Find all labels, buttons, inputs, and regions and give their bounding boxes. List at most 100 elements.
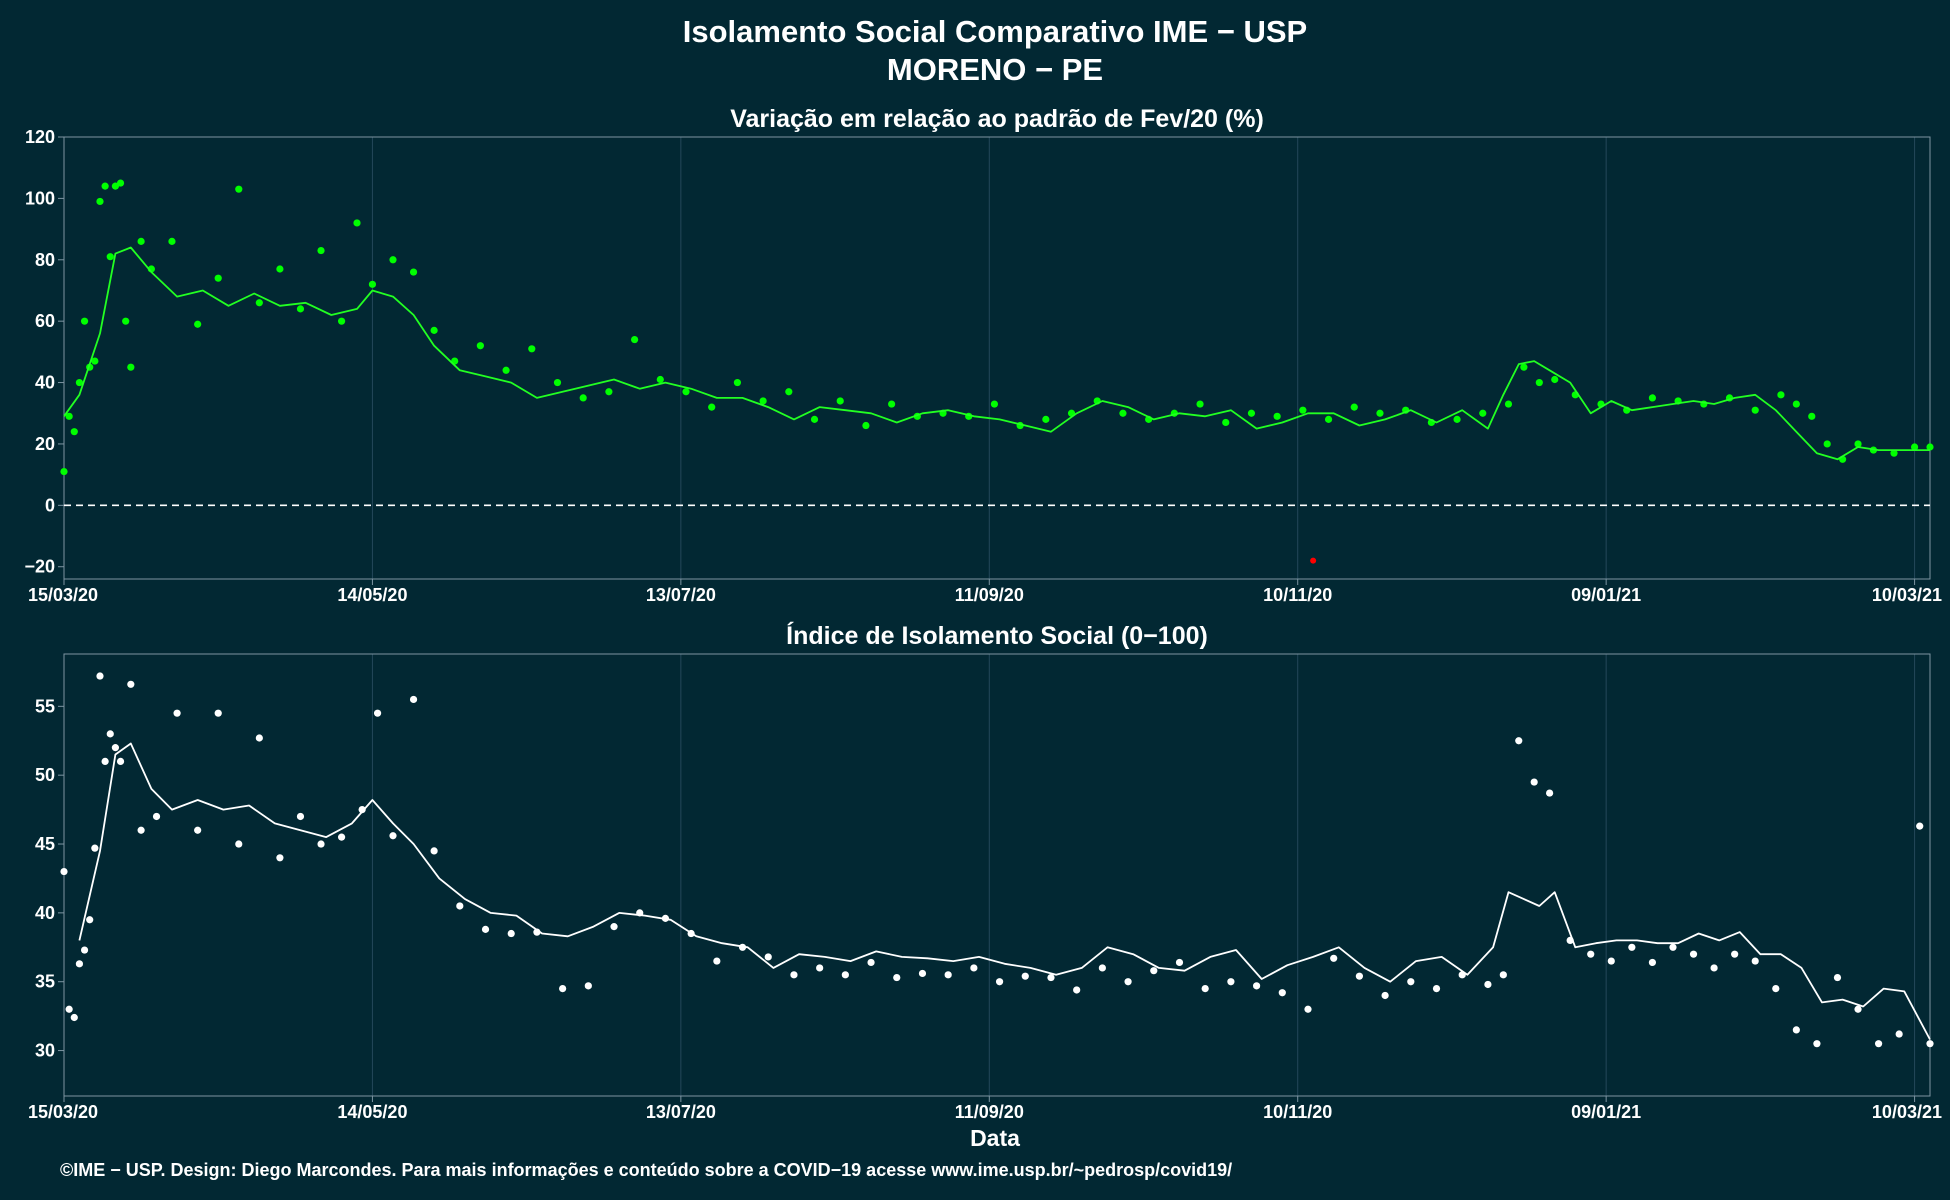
x-tick-label: 14/05/20 xyxy=(337,585,407,605)
data-point xyxy=(990,400,999,408)
data-point xyxy=(559,984,567,993)
data-point xyxy=(476,342,484,350)
x-tick-label: 10/11/20 xyxy=(1263,1102,1332,1122)
moving-average-line xyxy=(78,742,1931,1040)
data-point xyxy=(502,366,510,374)
data-point xyxy=(70,428,78,436)
data-point xyxy=(317,840,325,848)
data-point xyxy=(1731,950,1739,958)
data-point xyxy=(101,182,109,190)
data-point xyxy=(86,916,94,924)
plot-frame xyxy=(63,653,1931,1097)
data-point xyxy=(867,958,875,967)
panel-1: Variação em relação ao padrão de Fev/20 … xyxy=(24,105,1942,605)
data-point xyxy=(862,421,870,430)
data-point xyxy=(80,317,89,325)
data-point xyxy=(733,378,742,387)
data-point xyxy=(1777,391,1785,399)
x-tick-label: 13/07/20 xyxy=(646,1102,716,1122)
data-point xyxy=(430,847,438,855)
data-point xyxy=(106,253,114,261)
y-tick-label: 35 xyxy=(35,972,55,992)
data-point xyxy=(1648,394,1657,402)
x-tick-label: 13/07/20 xyxy=(646,585,716,605)
data-point xyxy=(1890,449,1898,457)
x-tick-label: 09/01/21 xyxy=(1571,1102,1641,1122)
data-point xyxy=(481,925,490,933)
data-point xyxy=(1175,958,1184,967)
data-point xyxy=(1299,406,1307,414)
data-point xyxy=(785,388,793,396)
data-point xyxy=(708,403,716,411)
y-tick-label: 50 xyxy=(35,765,55,785)
data-point xyxy=(1278,989,1286,997)
x-axis-label: Data xyxy=(970,1125,1020,1151)
data-point xyxy=(430,326,438,334)
x-tick-label: 10/11/20 xyxy=(1263,585,1332,605)
data-point xyxy=(918,969,927,978)
data-point xyxy=(944,971,952,979)
data-point xyxy=(194,320,202,328)
data-point xyxy=(1751,957,1759,965)
data-point xyxy=(1751,406,1759,414)
data-point xyxy=(810,415,819,423)
x-tick-label: 15/03/20 xyxy=(28,1102,98,1122)
panel-2: Índice de Isolamento Social (0−100) 15/03… xyxy=(28,621,1942,1122)
data-point xyxy=(630,335,639,344)
data-point xyxy=(389,256,397,264)
data-point xyxy=(317,246,325,255)
data-point xyxy=(584,982,592,990)
data-point xyxy=(1227,978,1235,986)
data-point xyxy=(127,363,135,371)
data-point xyxy=(816,964,824,972)
data-point xyxy=(1546,789,1554,797)
data-point xyxy=(127,680,135,688)
plot-frame xyxy=(63,136,1931,580)
data-point xyxy=(1926,443,1934,451)
data-point xyxy=(1813,1040,1821,1048)
data-point xyxy=(1376,409,1384,417)
data-point xyxy=(1895,1030,1903,1038)
moving-average-line xyxy=(63,246,1930,461)
data-point xyxy=(1504,400,1513,408)
data-point xyxy=(1515,737,1523,745)
data-point xyxy=(80,946,89,954)
data-point xyxy=(888,400,896,408)
data-point xyxy=(389,832,397,840)
data-point xyxy=(759,397,767,405)
data-point xyxy=(96,672,104,680)
data-point xyxy=(60,867,68,876)
data-point xyxy=(553,378,562,387)
data-point xyxy=(1772,984,1780,993)
data-point xyxy=(1792,1026,1800,1034)
data-point xyxy=(337,833,346,841)
data-point xyxy=(337,317,346,325)
data-point xyxy=(1874,1040,1883,1048)
data-point xyxy=(116,757,125,766)
x-tick-label: 14/05/20 xyxy=(337,1102,407,1122)
data-point xyxy=(296,305,305,313)
data-point xyxy=(1499,971,1507,979)
data-point xyxy=(1324,415,1333,423)
data-point xyxy=(1530,778,1538,786)
data-point xyxy=(353,219,361,227)
data-point xyxy=(1710,964,1718,972)
data-point xyxy=(75,378,84,387)
data-point xyxy=(101,757,109,766)
x-tick-label: 11/09/20 xyxy=(955,585,1024,605)
data-point xyxy=(1252,982,1261,990)
data-point xyxy=(276,265,284,273)
data-point xyxy=(1247,409,1256,417)
x-tick-label: 10/03/21 xyxy=(1872,585,1942,605)
data-point xyxy=(1520,363,1528,371)
data-point xyxy=(214,709,222,717)
data-point xyxy=(137,826,145,834)
data-point xyxy=(65,1005,73,1013)
data-point xyxy=(409,268,418,276)
data-point xyxy=(1042,415,1050,423)
data-point xyxy=(91,357,99,365)
data-point xyxy=(152,812,161,821)
data-point xyxy=(1854,1005,1862,1013)
y-tick-label: 40 xyxy=(35,373,55,393)
